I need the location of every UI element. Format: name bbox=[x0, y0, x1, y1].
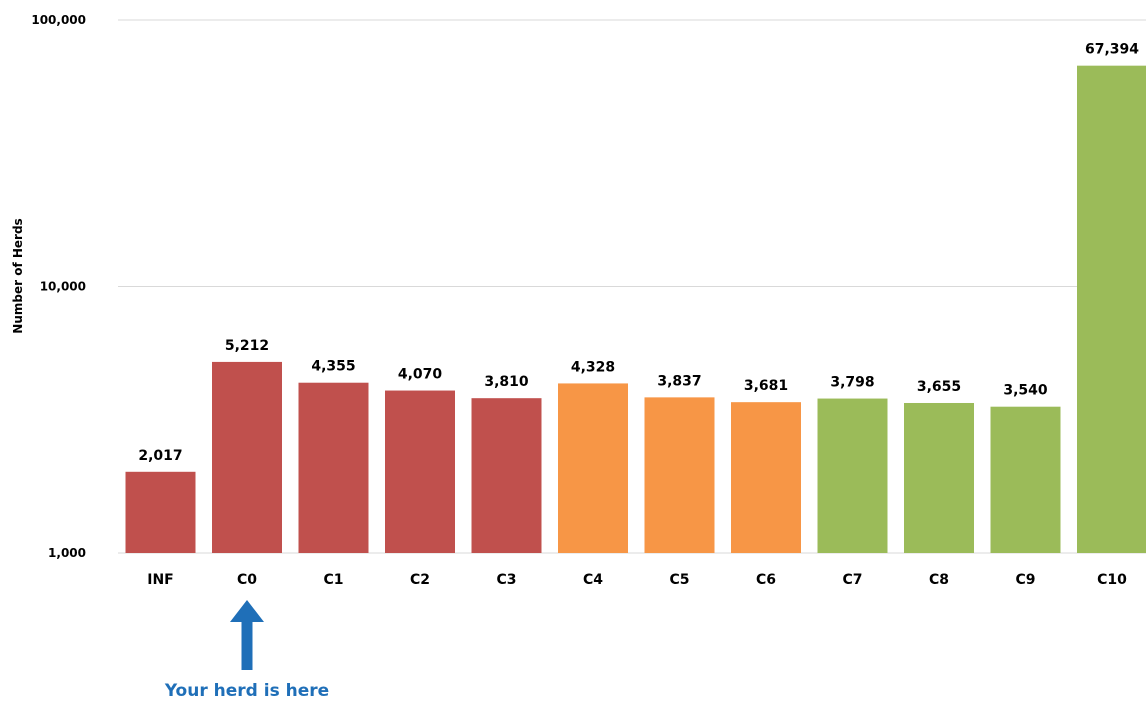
data-label-c6: 3,681 bbox=[744, 378, 788, 394]
data-label-c2: 4,070 bbox=[398, 367, 443, 383]
herd-annotation: Your herd is here bbox=[164, 600, 329, 701]
gridlines bbox=[118, 19, 1146, 554]
data-label-c8: 3,655 bbox=[917, 379, 961, 395]
annotation-text: Your herd is here bbox=[164, 681, 329, 701]
bar-c6 bbox=[731, 402, 801, 553]
data-label-c1: 4,355 bbox=[311, 359, 355, 375]
category-label-c7: C7 bbox=[842, 572, 862, 588]
bar-c10 bbox=[1077, 65, 1146, 554]
category-label-c4: C4 bbox=[583, 572, 603, 588]
y-axis-label: Number of Herds bbox=[11, 218, 25, 333]
bar-c1 bbox=[298, 382, 369, 553]
bar-c5 bbox=[644, 397, 715, 553]
data-label-inf: 2,017 bbox=[138, 448, 182, 464]
category-label-c10: C10 bbox=[1097, 572, 1127, 588]
data-labels: 2,017 5,212 4,355 4,070 3,810 4,328 3,837 3,681… bbox=[138, 42, 1139, 464]
category-label-c3: C3 bbox=[496, 572, 516, 588]
bar-c9 bbox=[990, 406, 1061, 553]
bars bbox=[125, 65, 1146, 554]
arrow-up-icon bbox=[230, 600, 264, 670]
y-axis-ticks: 1,000 10,000 100,000 bbox=[31, 13, 86, 560]
y-tick-label: 10,000 bbox=[40, 280, 86, 294]
data-label-c10: 67,394 bbox=[1085, 42, 1139, 58]
category-label-c9: C9 bbox=[1015, 572, 1035, 588]
x-axis-categories: INF C0 C1 C2 C3 C4 C5 C6 C7 C8 C9 C10 bbox=[147, 572, 1127, 588]
category-label-c2: C2 bbox=[410, 572, 430, 588]
category-label-c0: C0 bbox=[237, 572, 257, 588]
data-label-c3: 3,810 bbox=[484, 374, 529, 390]
bar-c0 bbox=[212, 361, 282, 553]
data-label-c9: 3,540 bbox=[1003, 383, 1048, 399]
bar-c7 bbox=[817, 398, 888, 553]
category-label-c5: C5 bbox=[669, 572, 689, 588]
data-label-c0: 5,212 bbox=[225, 338, 269, 354]
category-label-c1: C1 bbox=[323, 572, 343, 588]
bar-inf bbox=[125, 471, 196, 553]
bar-c2 bbox=[385, 390, 455, 553]
category-label-c8: C8 bbox=[929, 572, 949, 588]
category-label-inf: INF bbox=[147, 572, 174, 588]
bar-c3 bbox=[471, 398, 542, 553]
category-label-c6: C6 bbox=[756, 572, 776, 588]
y-tick-label: 100,000 bbox=[31, 13, 86, 27]
bar-c4 bbox=[558, 383, 628, 553]
data-label-c4: 4,328 bbox=[571, 359, 615, 375]
y-tick-label: 1,000 bbox=[48, 546, 86, 560]
bar-c8 bbox=[904, 402, 974, 553]
data-label-c7: 3,798 bbox=[830, 375, 874, 391]
data-label-c5: 3,837 bbox=[657, 373, 701, 389]
